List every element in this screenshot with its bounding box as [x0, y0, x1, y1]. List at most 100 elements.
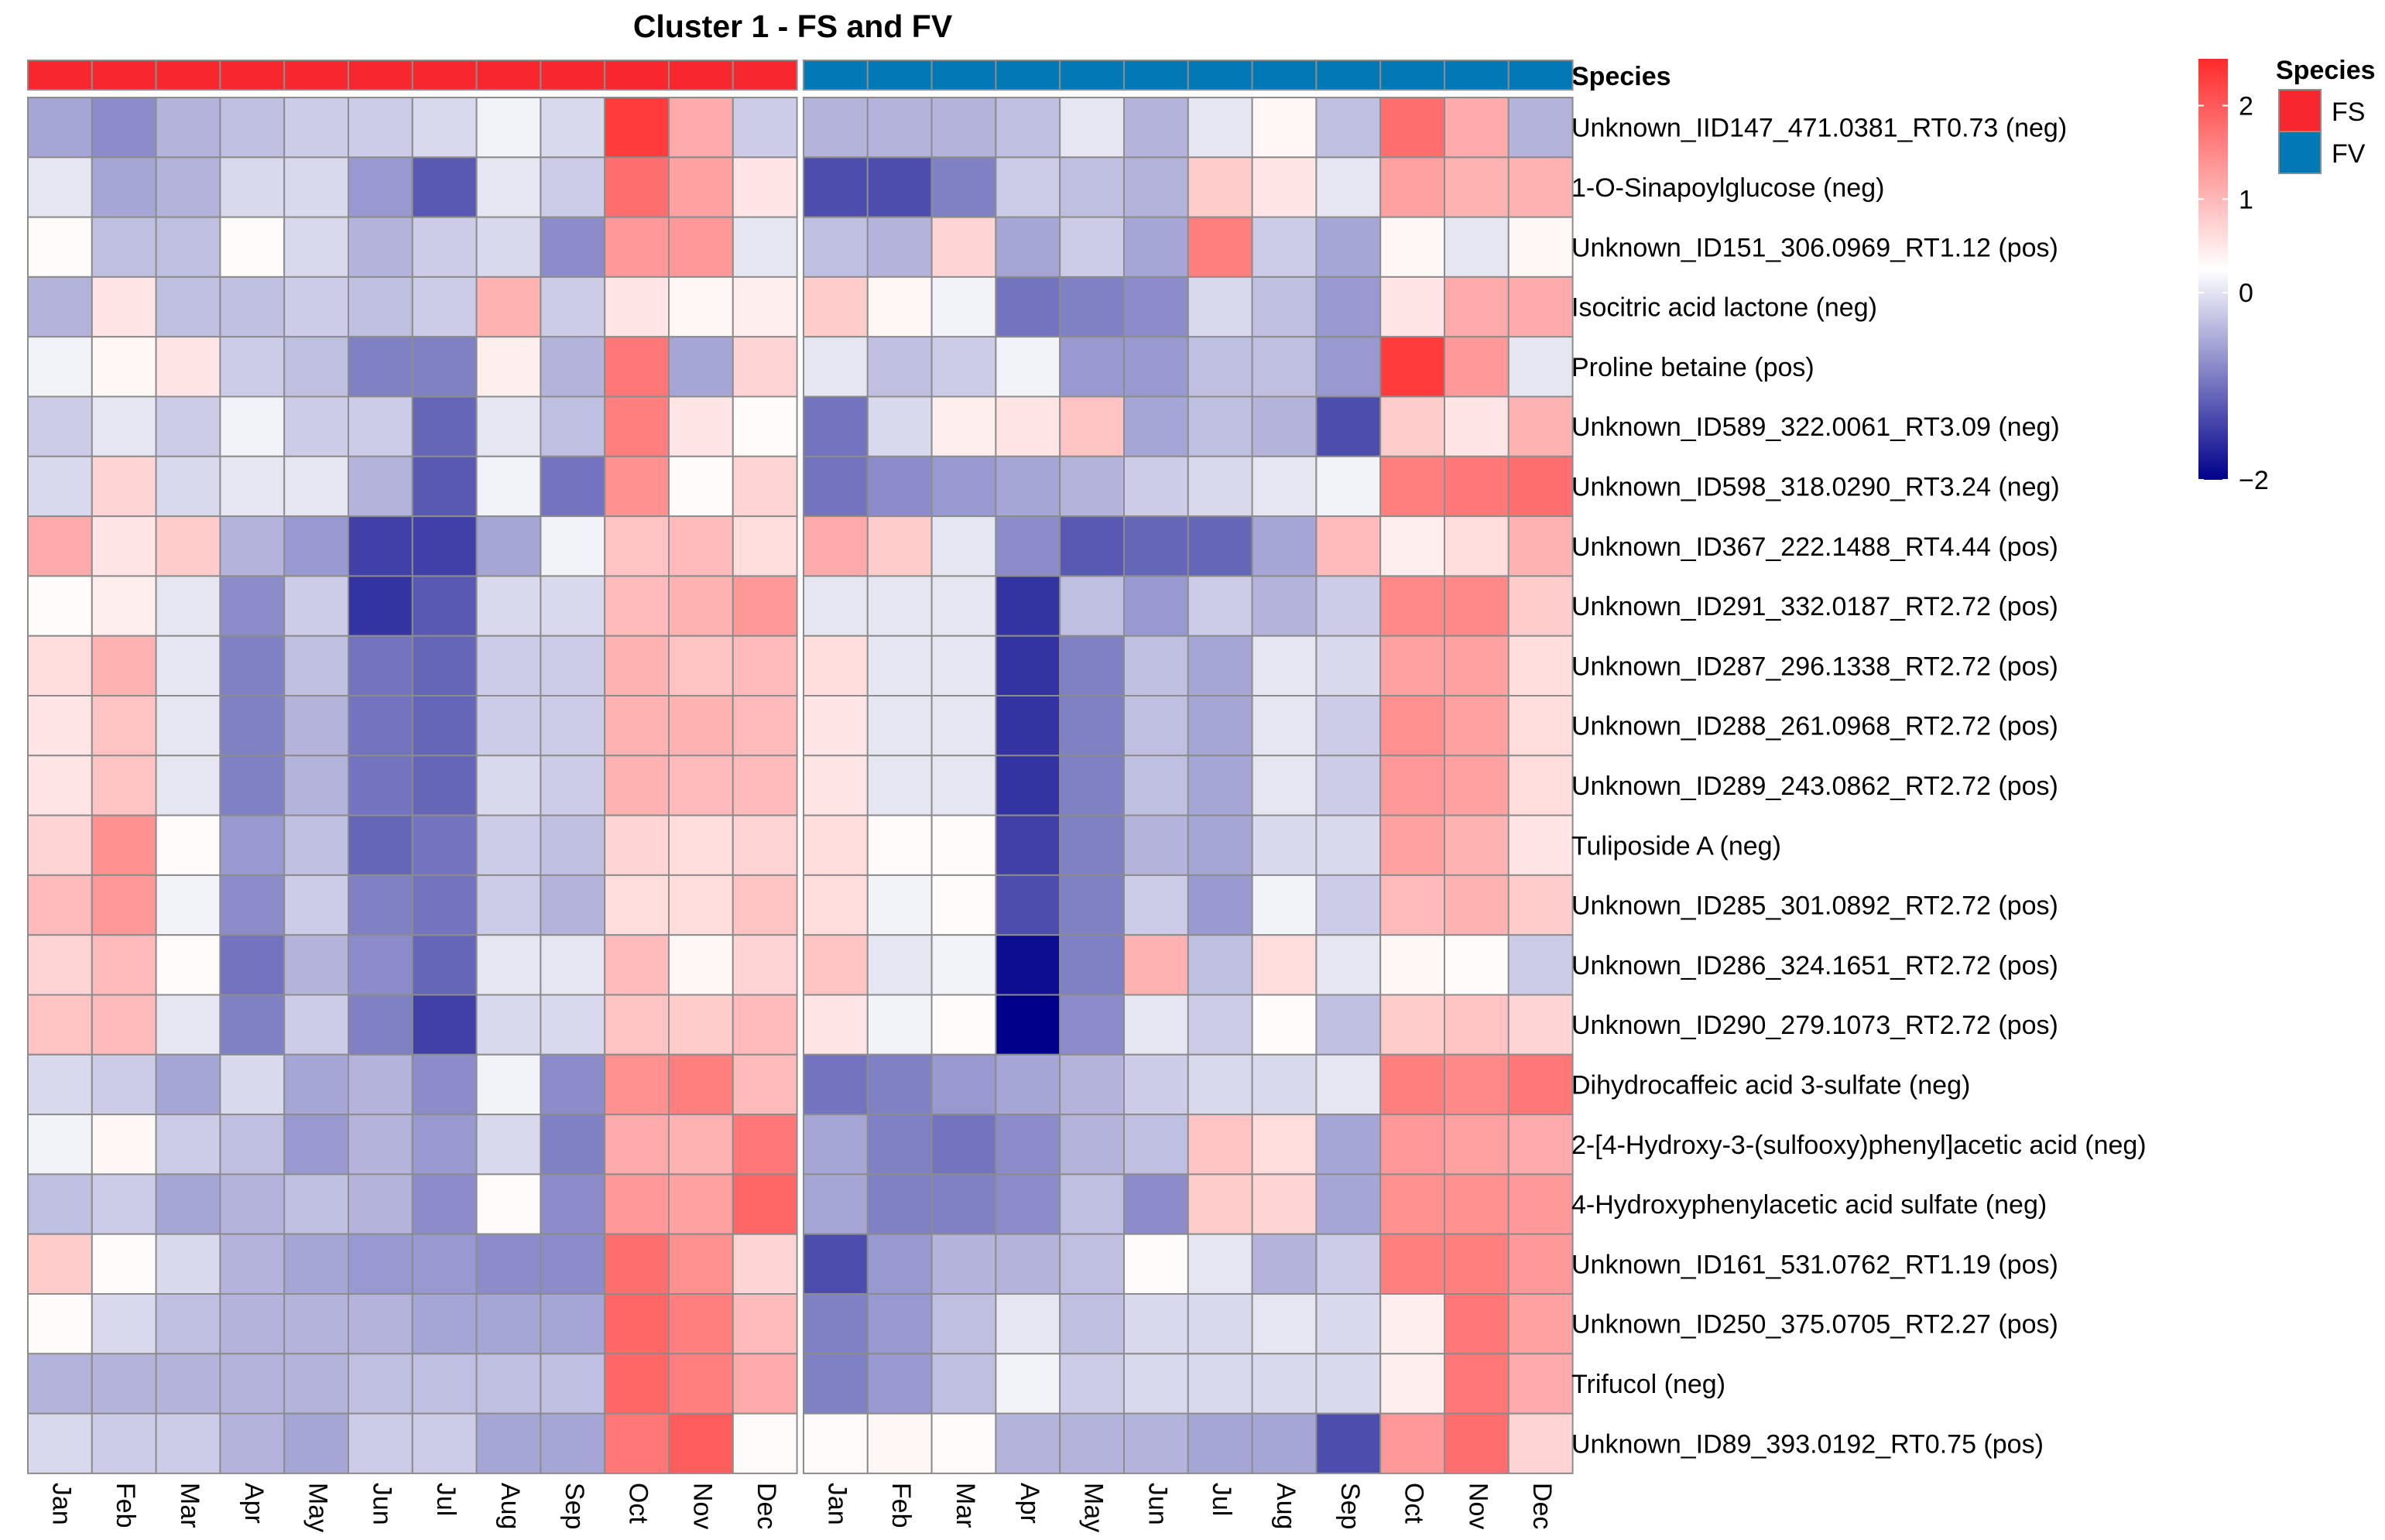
- heat-cell: [1123, 1353, 1189, 1415]
- heat-cell: [283, 575, 350, 637]
- heat-cell: [1507, 635, 1574, 697]
- heat-cell: [91, 1173, 157, 1235]
- heat-cell: [1444, 575, 1509, 637]
- heat-cell: [1059, 275, 1125, 338]
- heat-cell: [1315, 575, 1382, 637]
- annotation-cell-fs: [283, 60, 350, 91]
- heat-cell: [1187, 1293, 1253, 1355]
- heat-cell: [995, 1233, 1061, 1295]
- heat-cell: [1507, 1293, 1574, 1355]
- heat-cell: [283, 1233, 350, 1295]
- heat-cell: [1123, 216, 1189, 278]
- heat-cell: [930, 575, 997, 637]
- heat-cell: [411, 1353, 478, 1415]
- heat-cell: [411, 814, 478, 876]
- heat-cell: [995, 1114, 1061, 1176]
- heat-cell: [27, 156, 93, 218]
- heat-cell: [1444, 216, 1509, 278]
- heat-cell: [1379, 156, 1445, 218]
- heat-cell: [930, 874, 997, 936]
- heat-cell: [411, 994, 478, 1056]
- heat-cell: [668, 874, 734, 936]
- heat-cell: [219, 695, 286, 757]
- heat-cell: [475, 515, 542, 577]
- heat-cell: [540, 1293, 606, 1355]
- column-label: Feb: [111, 1483, 140, 1528]
- heat-cell: [540, 216, 606, 278]
- column-label: Mar: [175, 1483, 204, 1528]
- heat-cell: [475, 874, 542, 936]
- heat-cell: [348, 1173, 413, 1235]
- heat-cell: [27, 515, 93, 577]
- heat-cell: [475, 156, 542, 218]
- row-label: Unknown_ID286_324.1651_RT2.72 (pos): [1571, 951, 2058, 980]
- heat-cell: [732, 97, 798, 159]
- annotation-cell-fs: [155, 60, 221, 91]
- heat-cell: [155, 1233, 221, 1295]
- heat-cell: [732, 874, 798, 936]
- scale-tick-label: 0: [2239, 279, 2253, 308]
- heat-cell: [803, 336, 869, 398]
- heat-cell: [1251, 994, 1318, 1056]
- heat-cell: [1379, 874, 1445, 936]
- heat-cell: [475, 695, 542, 757]
- heat-cell: [475, 1353, 542, 1415]
- heat-cell: [475, 336, 542, 398]
- heat-cell: [1444, 1053, 1509, 1116]
- heat-cell: [27, 455, 93, 518]
- heat-cell: [1379, 336, 1445, 398]
- heat-cell: [1444, 814, 1509, 876]
- heat-cell: [1444, 755, 1509, 816]
- heat-cell: [732, 934, 798, 996]
- annotation-cell-fs: [348, 60, 413, 91]
- heat-cell: [803, 1053, 869, 1116]
- heat-cell: [91, 156, 157, 218]
- heat-cell: [866, 635, 933, 697]
- heat-cell: [475, 994, 542, 1056]
- heat-cell: [803, 216, 869, 278]
- heat-cell: [1315, 1412, 1382, 1474]
- heat-cell: [866, 1053, 933, 1116]
- heat-cell: [732, 1353, 798, 1415]
- heat-cell: [91, 336, 157, 398]
- heat-cell: [803, 994, 869, 1056]
- heat-cell: [27, 275, 93, 338]
- heat-cell: [1059, 336, 1125, 398]
- heat-cell: [930, 1173, 997, 1235]
- heat-cell: [283, 994, 350, 1056]
- heat-cell: [1379, 1233, 1445, 1295]
- heat-cell: [348, 156, 413, 218]
- heat-cell: [1059, 156, 1125, 218]
- heat-cell: [475, 1173, 542, 1235]
- heat-cell: [540, 874, 606, 936]
- heat-cell: [348, 1233, 413, 1295]
- heat-cell: [995, 156, 1061, 218]
- heat-cell: [475, 575, 542, 637]
- heat-cell: [475, 635, 542, 697]
- heat-cell: [1251, 515, 1318, 577]
- heat-cell: [866, 216, 933, 278]
- column-label: Jan: [822, 1483, 852, 1525]
- heat-cell: [1507, 97, 1574, 159]
- row-label: Dihydrocaffeic acid 3-sulfate (neg): [1571, 1070, 1970, 1100]
- heat-cell: [411, 1412, 478, 1474]
- heat-cell: [540, 156, 606, 218]
- heat-cell: [219, 1293, 286, 1355]
- column-label: May: [1079, 1483, 1109, 1532]
- heat-cell: [1379, 934, 1445, 996]
- heat-cell: [1507, 1114, 1574, 1176]
- heat-cell: [732, 455, 798, 518]
- heat-cell: [668, 635, 734, 697]
- heat-cell: [27, 1173, 93, 1235]
- heat-cell: [1315, 395, 1382, 457]
- heat-cell: [732, 695, 798, 757]
- heat-cell: [1251, 874, 1318, 936]
- heat-cell: [91, 635, 157, 697]
- species-legend-title: Species: [2276, 56, 2376, 85]
- row-label: Unknown_ID598_318.0290_RT3.24 (neg): [1571, 472, 2060, 501]
- heat-cell: [995, 934, 1061, 996]
- heat-cell: [1059, 635, 1125, 697]
- annotation-cell-fv: [1315, 60, 1382, 91]
- heat-cell: [1444, 1293, 1509, 1355]
- chart-title: Cluster 1 - FS and FV: [633, 9, 953, 44]
